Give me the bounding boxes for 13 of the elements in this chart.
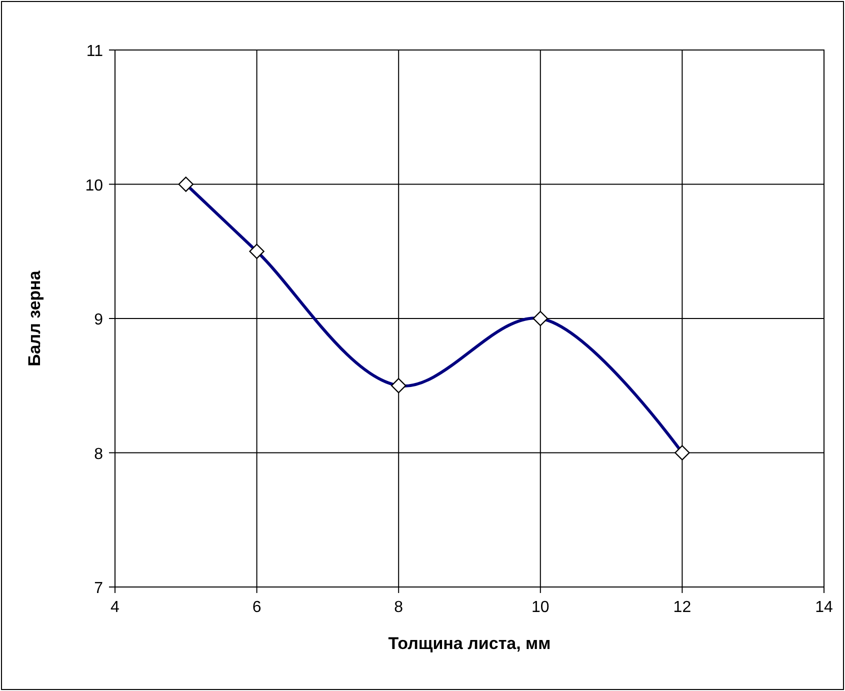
y-axis-title: Балл зерна	[25, 270, 44, 366]
x-axis-title: Толщина листа, мм	[388, 634, 551, 653]
x-tick-label: 4	[110, 599, 120, 616]
x-tick-label: 8	[394, 599, 404, 616]
x-tick-label: 6	[252, 599, 262, 616]
x-tick-label: 12	[673, 599, 692, 616]
y-tick-label: 7	[94, 580, 104, 597]
y-tick-label: 11	[86, 43, 104, 60]
y-tick-label: 8	[94, 446, 104, 463]
x-tick-label: 10	[532, 599, 550, 616]
x-tick-label: 14	[815, 599, 833, 616]
y-tick-label: 9	[94, 312, 104, 328]
y-tick-label: 10	[85, 177, 104, 194]
